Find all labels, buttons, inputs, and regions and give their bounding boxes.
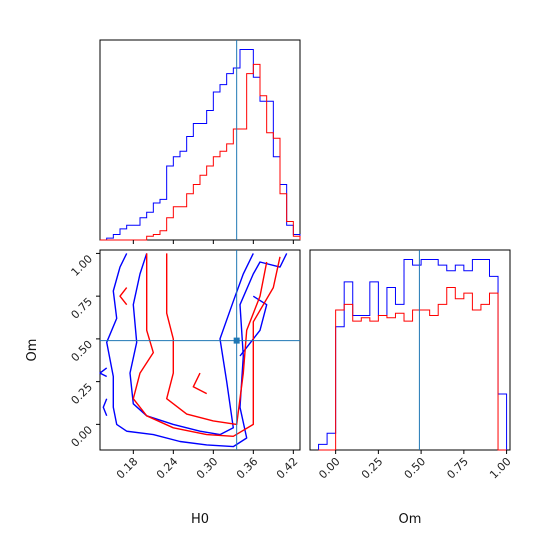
- om-hist-xtick-label-4: 1.00: [487, 455, 514, 482]
- om-hist-ticks: 0.00 0.25 0.50 0.75 1.00: [316, 450, 514, 482]
- h0-hist-series: [100, 49, 301, 241]
- contour-0-1: [129, 253, 254, 436]
- contour-1-1: [166, 253, 268, 426]
- contour-0-3: [102, 398, 108, 417]
- panel-h0-hist: [99, 39, 301, 244]
- contour-1-3: [192, 372, 208, 395]
- panel-h0-hist-frame: [99, 39, 301, 241]
- h0-hist-series-0: [100, 49, 301, 241]
- om-hist-series-1: [318, 287, 507, 451]
- contour-ytick-label-1: 0.25: [69, 381, 96, 408]
- contour-ytick-label-2: 0.50: [69, 338, 96, 365]
- om-hist-xtick-label-0: 0.00: [316, 455, 343, 482]
- h0-hist-series-1: [100, 63, 301, 241]
- contour-0-2: [99, 367, 108, 378]
- contour-xtick-label-4: 0.42: [274, 455, 301, 482]
- contour-series: [99, 253, 288, 448]
- contour-ytick-label-3: 0.75: [69, 295, 96, 322]
- contour-xtick-label-1: 0.24: [154, 455, 181, 482]
- panel-h0-om-contour: 0.18 0.24 0.30 0.36 0.42 0.00 0.25 0.50 0.75 1.00…: [25, 249, 301, 527]
- contour-1-2: [119, 287, 128, 306]
- contour-ticks: 0.18 0.24 0.30 0.36 0.42 0.00 0.25 0.50 0.75 1.00: [69, 252, 301, 481]
- om-hist-xtick-label-2: 0.50: [402, 455, 429, 482]
- contour-xtick-label-3: 0.36: [234, 455, 261, 482]
- contour-1-0: [132, 253, 281, 437]
- contour-xtick-label-2: 0.30: [194, 455, 221, 482]
- contour-0-0: [106, 253, 288, 448]
- contour-xtick-label-0: 0.18: [114, 455, 141, 482]
- y-axis-label-om: Om: [25, 339, 40, 362]
- om-hist-series-0: [318, 259, 508, 450]
- om-hist-series: [318, 259, 508, 451]
- om-hist-xtick-label-1: 0.25: [359, 455, 386, 482]
- panel-om-hist: 0.00 0.25 0.50 0.75 1.00 Om: [309, 249, 514, 527]
- x-axis-label-h0: H0: [191, 512, 209, 527]
- contour-truth-marker: [233, 337, 240, 344]
- x-axis-label-om: Om: [399, 512, 422, 527]
- om-hist-xtick-label-3: 0.75: [444, 455, 471, 482]
- panel-om-hist-frame: [309, 249, 511, 451]
- contour-ytick-label-4: 1.00: [69, 252, 96, 279]
- contour-ytick-label-0: 0.00: [69, 423, 96, 450]
- h0-hist-ticks: [132, 240, 294, 244]
- panel-contour-frame: [99, 249, 301, 451]
